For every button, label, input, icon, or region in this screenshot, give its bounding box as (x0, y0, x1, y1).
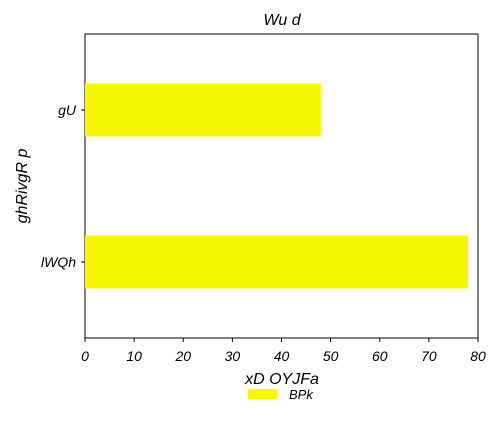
chart-title: Wu d (263, 12, 301, 29)
x-tick-label: 80 (470, 348, 486, 364)
x-tick-label: 60 (372, 348, 388, 364)
bar-gU (85, 83, 321, 137)
bars-layer (85, 83, 469, 289)
x-tick-label: 70 (421, 348, 437, 364)
legend: BPk (248, 387, 314, 402)
y-tick-label: gU (58, 102, 77, 118)
y-tick-label: lWQh (41, 254, 76, 270)
x-tick-label: 40 (274, 348, 290, 364)
legend-swatch (248, 389, 277, 399)
legend-label: BPk (289, 387, 314, 402)
x-tick-label: 50 (323, 348, 339, 364)
x-tick-label: 20 (174, 348, 191, 364)
x-tick-label: 0 (81, 348, 89, 364)
x-tick-label: 30 (225, 348, 241, 364)
y-axis-label: ghRivgR p (14, 149, 31, 224)
x-tick-label: 10 (126, 348, 142, 364)
x-axis-label: xD OYJFa (244, 371, 319, 388)
bar-lWQh (85, 235, 469, 289)
y-axis-ticks: gU lWQh (41, 102, 85, 270)
plot-frame (84, 33, 479, 339)
x-axis-ticks: 0 10 20 30 40 50 60 70 80 (81, 338, 486, 364)
